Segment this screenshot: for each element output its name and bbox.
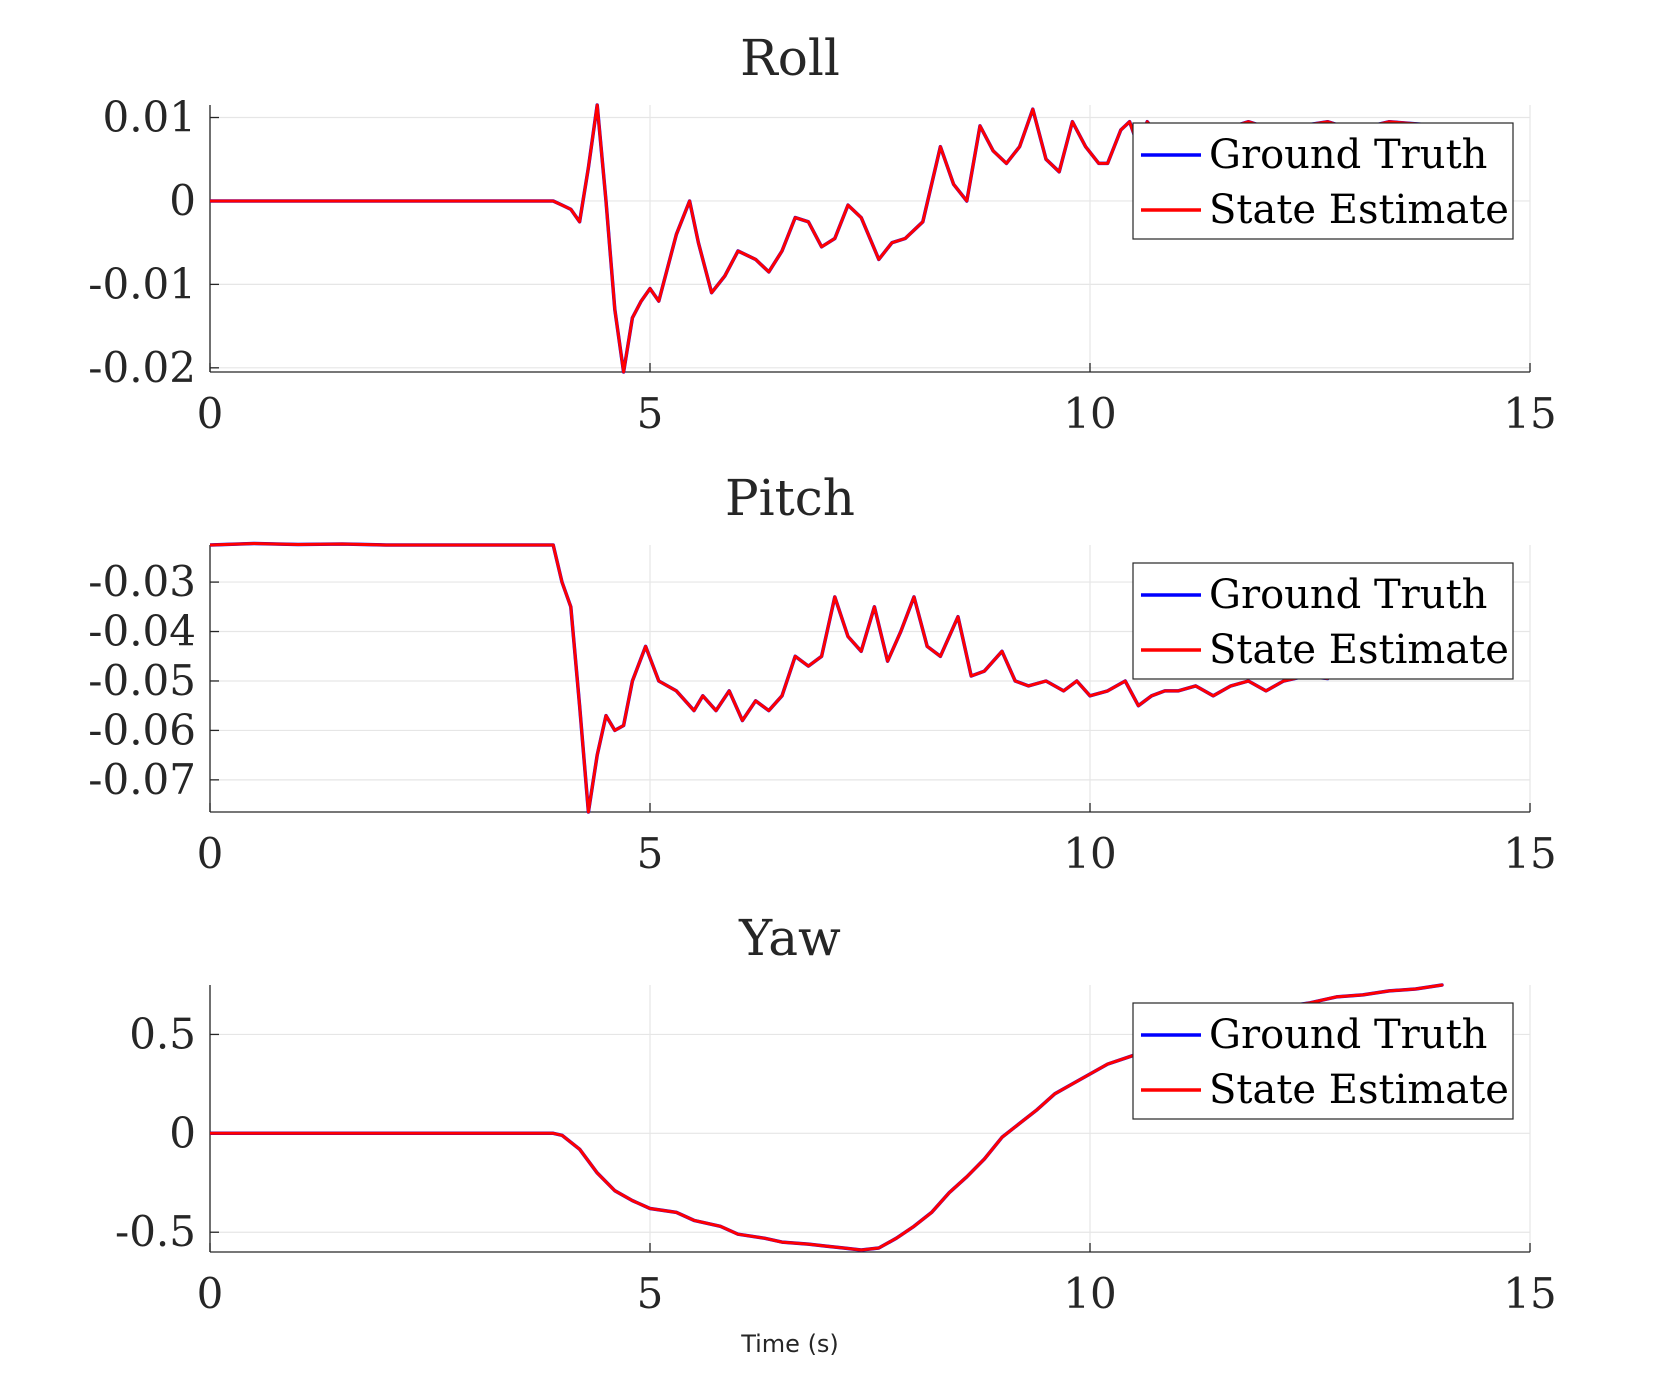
legend-box xyxy=(1132,122,1514,240)
legend: Ground Truth State Estimate xyxy=(1132,122,1514,240)
x-tick-label: 0 xyxy=(197,1269,224,1318)
y-tick-label: 0 xyxy=(169,1108,196,1157)
x-tick-label: 0 xyxy=(197,829,224,878)
y-tick-label: -0.07 xyxy=(88,755,196,804)
legend-box xyxy=(1132,562,1514,680)
x-axis-label: Time (s) xyxy=(740,1330,839,1358)
y-tick-label: 0.01 xyxy=(102,93,196,142)
x-tick-label: 5 xyxy=(637,829,664,878)
y-tick-label: 0 xyxy=(169,176,196,225)
y-tick-label: -0.03 xyxy=(88,557,196,606)
y-tick-label: -0.06 xyxy=(88,705,196,754)
legend-box xyxy=(1132,1002,1514,1120)
subplot-roll: 0 5 10 15 0.01 0 -0.01 -0.02 Roll Ground Truth Sta… xyxy=(88,29,1556,438)
subplot-title: Pitch xyxy=(725,469,855,527)
x-tick-label: 5 xyxy=(637,1269,664,1318)
legend-label: State Estimate xyxy=(1209,627,1509,673)
y-tick-label: -0.05 xyxy=(88,656,196,705)
legend: Ground Truth State Estimate xyxy=(1132,1002,1514,1120)
x-tick-label: 10 xyxy=(1063,829,1116,878)
legend: Ground Truth State Estimate xyxy=(1132,562,1514,680)
legend-label: Ground Truth xyxy=(1209,572,1487,618)
series-line-state-estimate xyxy=(210,542,1330,814)
y-tick-label: -0.04 xyxy=(88,607,196,656)
legend-label: State Estimate xyxy=(1209,1067,1509,1113)
x-tick-label: 5 xyxy=(637,389,664,438)
subplot-title: Yaw xyxy=(738,909,841,967)
x-tick-label: 15 xyxy=(1503,829,1556,878)
y-tick-label: -0.01 xyxy=(88,259,196,308)
legend-label: Ground Truth xyxy=(1209,1012,1487,1058)
x-tick-label: 10 xyxy=(1063,1269,1116,1318)
subplot-pitch: 0 5 10 15 -0.03-0.04-0.05-0.06-0.07 Pitch Grou… xyxy=(88,469,1556,878)
subplot-title: Roll xyxy=(740,29,840,87)
x-tick-label: 15 xyxy=(1503,389,1556,438)
y-tick-label: -0.5 xyxy=(115,1207,196,1256)
x-tick-label: 10 xyxy=(1063,389,1116,438)
y-tick-label: -0.02 xyxy=(88,343,196,392)
x-tick-label: 15 xyxy=(1503,1269,1556,1318)
legend-label: State Estimate xyxy=(1209,187,1509,233)
x-tick-label: 0 xyxy=(197,389,224,438)
legend-label: Ground Truth xyxy=(1209,132,1487,178)
y-tick-label: 0.5 xyxy=(129,1009,196,1058)
